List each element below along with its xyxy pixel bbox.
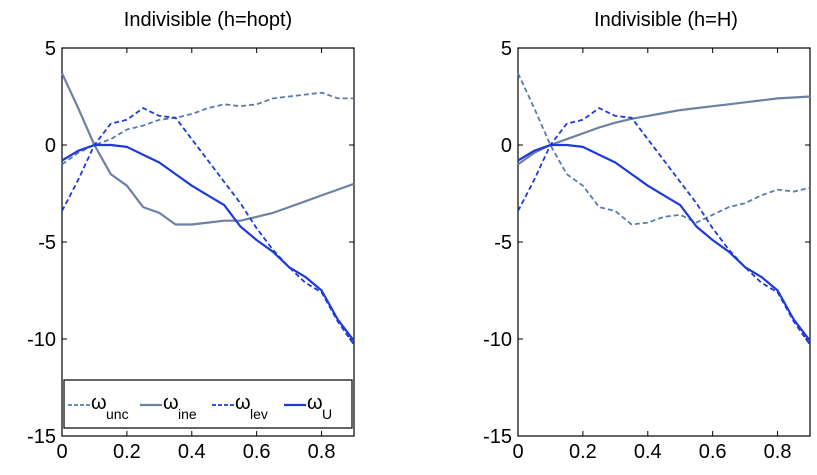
series-line-1 bbox=[61, 91, 354, 166]
x-axis: 0 0.2 0.4 0.6 0.8 bbox=[56, 48, 335, 463]
legend-label: ω bbox=[163, 392, 179, 414]
series-line-2 bbox=[517, 95, 811, 166]
chart-panel-right: Indivisible (h=H) 0 0.2 0.4 0.6 0.8 5 0 -5 -10 -… bbox=[483, 9, 811, 463]
series-line-3 bbox=[517, 107, 811, 346]
x-tick-label: 0.8 bbox=[764, 441, 792, 463]
series-line-4 bbox=[517, 143, 811, 342]
series-layer bbox=[517, 72, 811, 346]
x-tick-label: 0.4 bbox=[178, 441, 206, 463]
series-line-2 bbox=[61, 72, 355, 226]
legend-label: ω bbox=[91, 392, 107, 414]
x-tick-label: 0.6 bbox=[243, 441, 271, 463]
series-line-4 bbox=[61, 143, 355, 342]
plot-frame bbox=[61, 47, 355, 437]
y-tick-label: 5 bbox=[45, 38, 56, 60]
y-tick-label: -15 bbox=[483, 426, 512, 448]
y-tick-label: 0 bbox=[45, 135, 56, 157]
legend-label-subscript: U bbox=[322, 406, 332, 422]
x-tick-label: 0.6 bbox=[699, 441, 727, 463]
y-tick-label: -5 bbox=[38, 232, 56, 254]
legend-label: ω bbox=[307, 392, 323, 414]
x-tick-label: 0.2 bbox=[113, 441, 141, 463]
chart-panel-left: Indivisible (h=hopt) 0 0.2 0.4 0.6 0.8 5 0 -5 -… bbox=[27, 9, 355, 463]
series-line-3 bbox=[61, 107, 355, 346]
series-layer bbox=[61, 72, 355, 346]
chart-title: Indivisible (h=H) bbox=[594, 9, 738, 31]
y-tick-label: 5 bbox=[501, 38, 512, 60]
legend-label-subscript: lev bbox=[250, 406, 268, 422]
y-tick-label: -10 bbox=[483, 329, 512, 351]
series-line-1 bbox=[517, 72, 811, 226]
x-tick-label: 0 bbox=[512, 441, 523, 463]
legend: ω unc ω ine ω lev ω U bbox=[63, 379, 353, 429]
legend-label-subscript: ine bbox=[178, 406, 197, 422]
y-tick-label: 0 bbox=[501, 135, 512, 157]
y-tick-label: -15 bbox=[27, 426, 56, 448]
y-axis: 5 0 -5 -10 -15 bbox=[27, 38, 354, 448]
y-tick-label: -10 bbox=[27, 329, 56, 351]
y-tick-label: -5 bbox=[494, 232, 512, 254]
x-tick-label: 0.8 bbox=[308, 441, 336, 463]
x-axis: 0 0.2 0.4 0.6 0.8 bbox=[512, 48, 791, 463]
x-tick-label: 0.4 bbox=[634, 441, 662, 463]
x-tick-label: 0.2 bbox=[569, 441, 597, 463]
plot-frame bbox=[517, 47, 811, 437]
y-axis: 5 0 -5 -10 -15 bbox=[483, 38, 810, 448]
legend-label: ω bbox=[235, 392, 251, 414]
x-tick-label: 0 bbox=[56, 441, 67, 463]
chart-title: Indivisible (h=hopt) bbox=[124, 9, 292, 31]
legend-label-subscript: unc bbox=[106, 406, 129, 422]
